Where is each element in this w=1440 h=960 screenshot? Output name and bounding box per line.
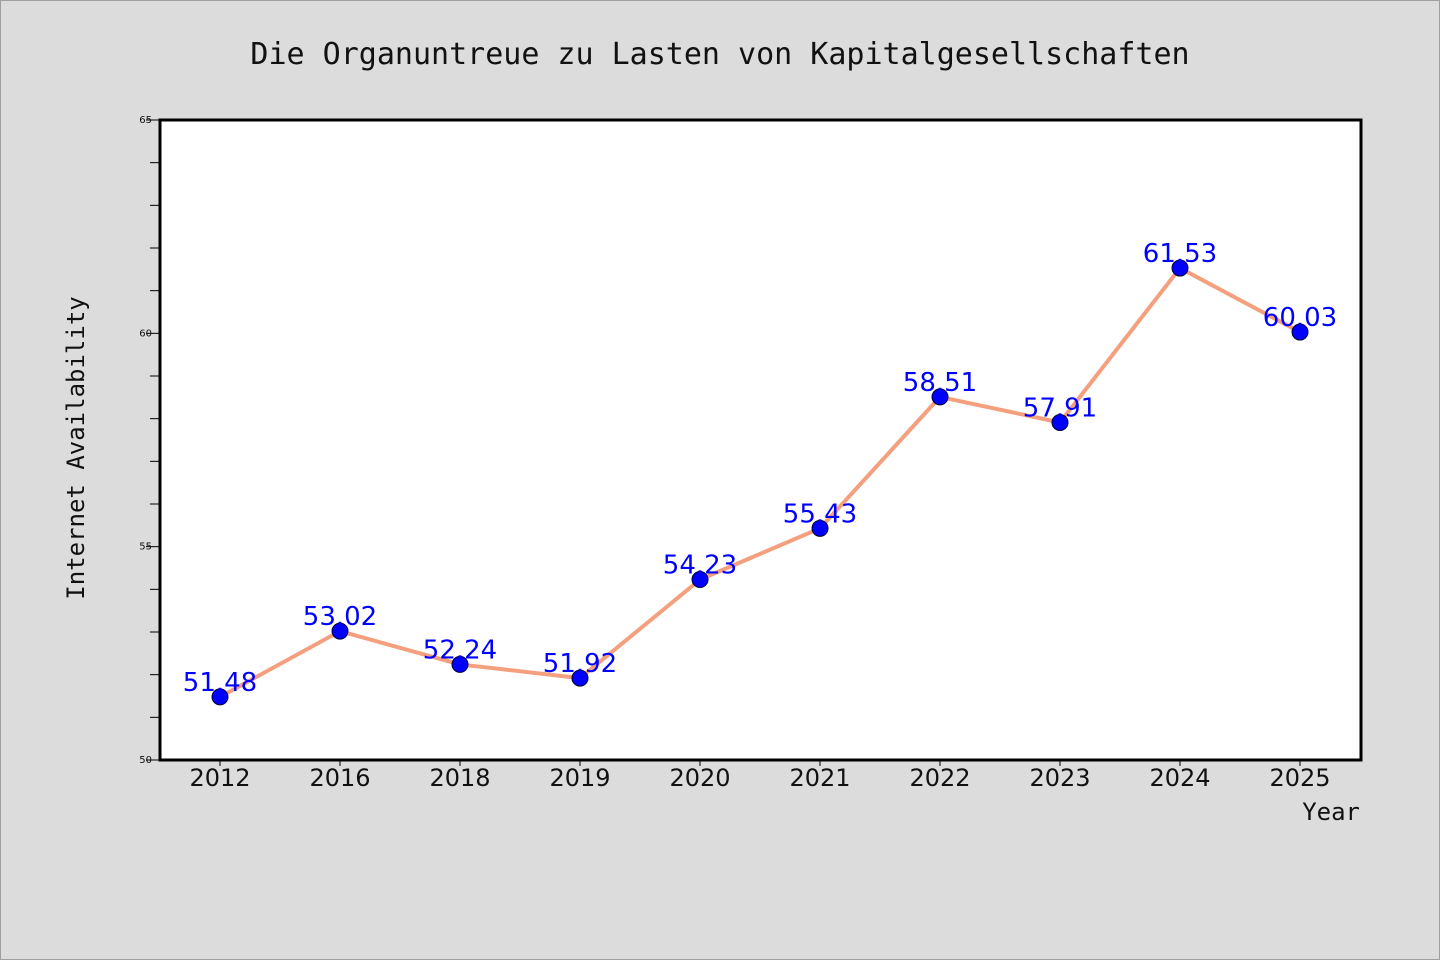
x-tick-label: 2018 [429, 764, 490, 792]
series-layer: 51.48 53.02 52.24 51.92 54.23 55.43 58.51 57.91… [183, 239, 1337, 706]
data-label: 51.92 [543, 649, 617, 679]
chart-title: Die Organuntreue zu Lasten von Kapitalge… [250, 37, 1189, 72]
y-axis-label: Internet Availability [62, 296, 90, 599]
data-point [331, 622, 349, 640]
data-point [571, 669, 589, 687]
x-tick-label: 2022 [909, 764, 970, 792]
data-label: 55.43 [783, 499, 857, 529]
data-label: 60.03 [1263, 303, 1337, 333]
data-point [451, 655, 469, 673]
x-tick-label: 2012 [189, 764, 250, 792]
data-point [1051, 414, 1069, 432]
data-point [211, 688, 229, 706]
data-label: 61.53 [1143, 239, 1217, 269]
data-label: 53.02 [303, 602, 377, 632]
x-tick-label: 2019 [549, 764, 610, 792]
y-axis-ticks: 50 55 60 65 [139, 115, 160, 766]
y-tick-label: 50 [139, 755, 152, 766]
plot-area [160, 120, 1361, 760]
y-tick-label: 60 [139, 328, 152, 339]
series-line [218, 266, 1302, 699]
data-point [1171, 259, 1189, 277]
x-tick-label: 2021 [789, 764, 850, 792]
y-tick-label: 55 [139, 542, 152, 553]
data-label: 57.91 [1023, 394, 1097, 424]
x-tick-label: 2025 [1269, 764, 1330, 792]
x-tick-label: 2024 [1149, 764, 1210, 792]
data-point [811, 519, 829, 537]
data-point [931, 388, 949, 406]
x-axis-label: Year [1302, 798, 1360, 826]
data-label: 52.24 [423, 635, 497, 665]
data-point [1291, 323, 1309, 341]
data-label: 51.48 [183, 668, 257, 698]
x-axis-ticks: 2012 2016 2018 2019 2020 2021 2022 2023 2024 2025 [189, 760, 1331, 792]
y-tick-label: 65 [139, 115, 152, 126]
x-tick-label: 2023 [1029, 764, 1090, 792]
data-label: 58.51 [903, 368, 977, 398]
x-tick-label: 2016 [309, 764, 370, 792]
data-point [691, 571, 709, 589]
x-tick-label: 2020 [669, 764, 730, 792]
data-label: 54.23 [663, 551, 737, 581]
plot-border [158, 118, 1363, 762]
